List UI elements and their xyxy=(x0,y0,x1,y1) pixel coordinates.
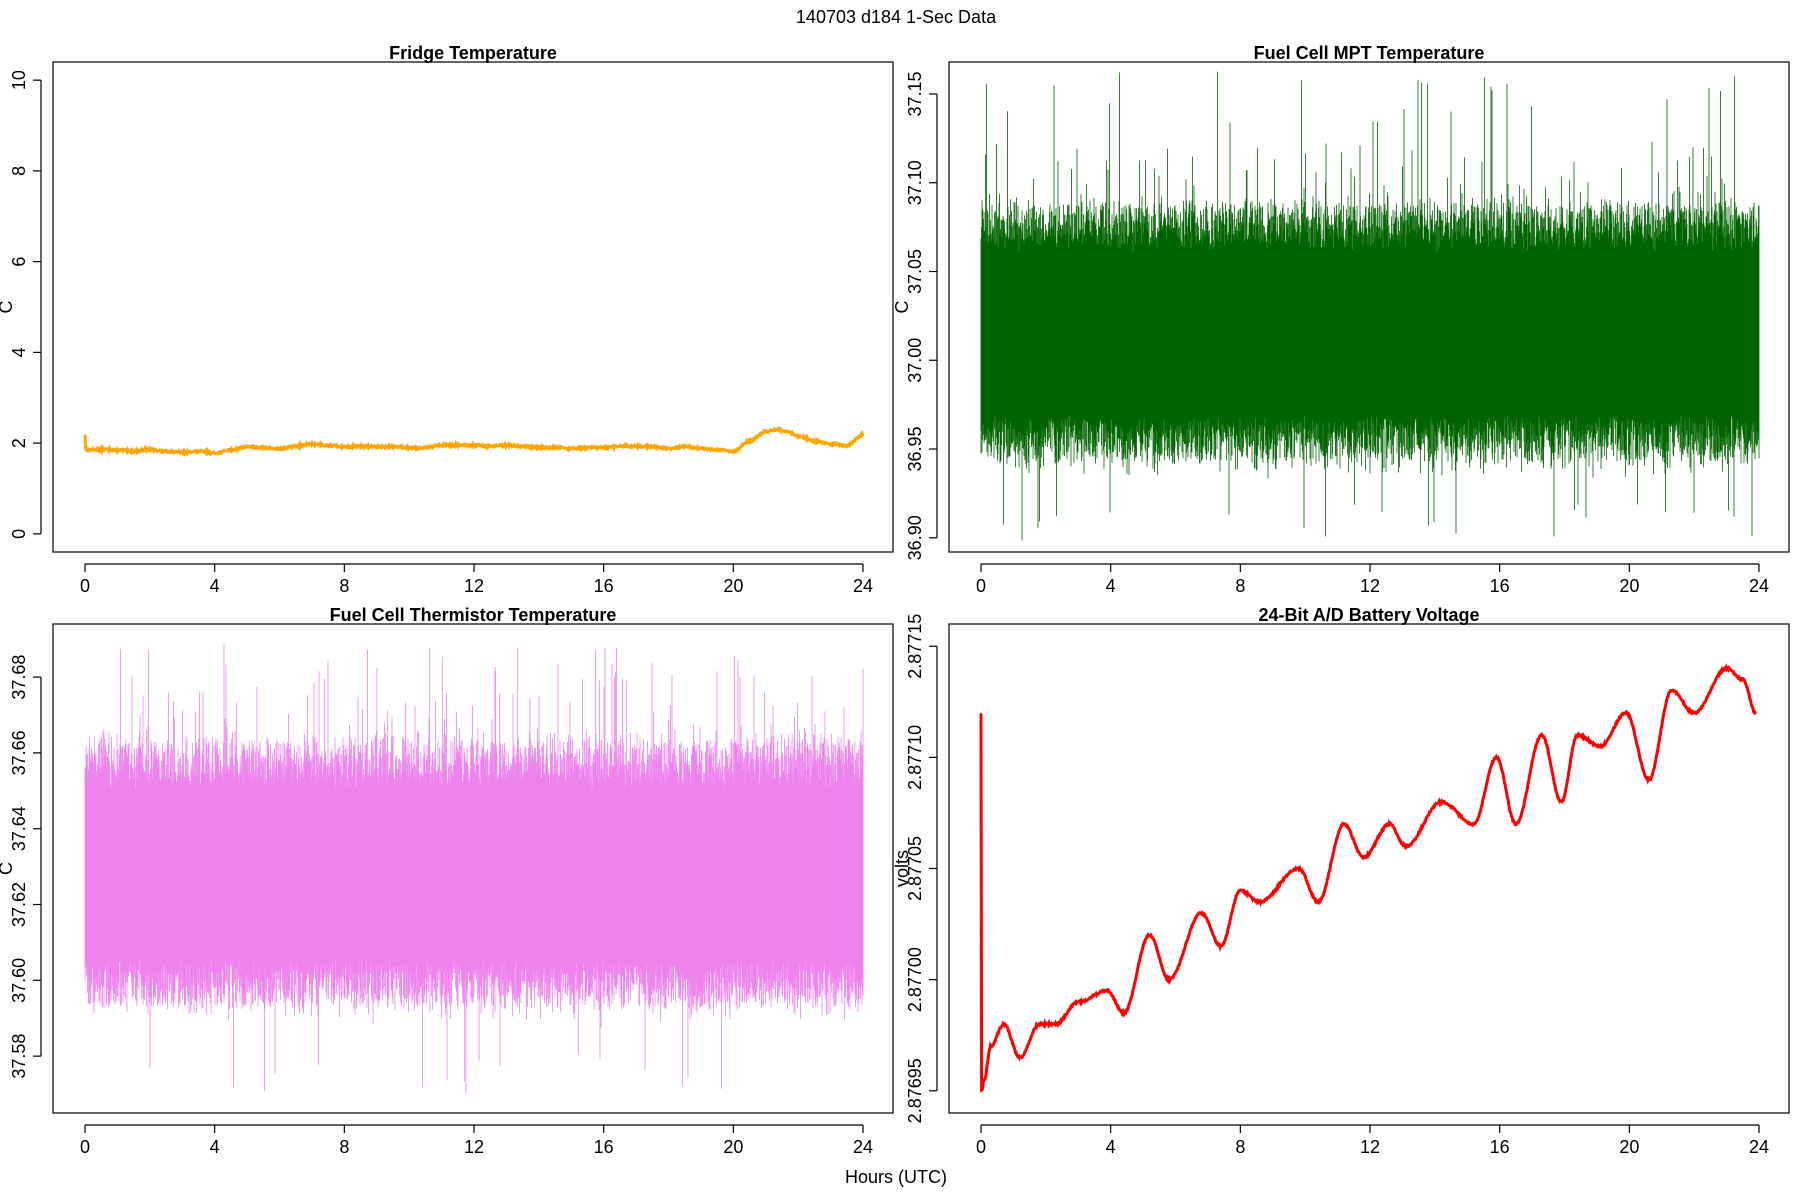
y-tick-label: 37.60 xyxy=(9,958,29,1003)
y-tick-label: 2.87695 xyxy=(905,1058,925,1123)
x-tick-label: 0 xyxy=(80,576,90,596)
x-tick-label: 16 xyxy=(594,576,614,596)
series-line xyxy=(979,663,1758,1093)
x-axis: 0 4 8 12 16 20 24 xyxy=(80,563,873,596)
x-tick-label: 4 xyxy=(210,1137,220,1157)
y-tick-label: 2.87705 xyxy=(905,836,925,901)
y-tick-label: 2.87715 xyxy=(905,614,925,679)
y-tick-label: 4 xyxy=(9,347,29,357)
y-tick-label: 37.64 xyxy=(9,806,29,851)
data-series xyxy=(979,663,1758,1093)
y-tick-label: 10 xyxy=(9,70,29,90)
figure-x-label: Hours (UTC) xyxy=(845,1167,947,1187)
plot-frame xyxy=(948,623,1790,1114)
y-axis: 2.87695 2.87700 2.87705 2.87710 2.87715 xyxy=(905,614,938,1123)
plot-frame xyxy=(52,623,894,1114)
data-series xyxy=(83,425,865,458)
y-tick-label: 37.05 xyxy=(905,249,925,294)
y-tick-label: 37.00 xyxy=(905,338,925,383)
chart-title: Fuel Cell Thermistor Temperature xyxy=(330,605,617,625)
panel-fuel-cell-mpt-temperature: Fuel Cell MPT Temperature C 0 4 8 12 16 20 24 36.… xyxy=(892,43,1790,596)
x-tick-label: 24 xyxy=(853,1137,873,1157)
x-tick-label: 12 xyxy=(1360,576,1380,596)
panel-fridge-temperature: Fridge TemperatureC048121620240246810 xyxy=(0,43,894,596)
y-tick-label: 37.10 xyxy=(905,160,925,205)
y-tick-label: 2.87700 xyxy=(905,947,925,1012)
x-tick-label: 16 xyxy=(1490,1137,1510,1157)
series-core xyxy=(85,796,863,952)
y-tick-label: 37.66 xyxy=(9,730,29,775)
x-tick-label: 12 xyxy=(1360,1137,1380,1157)
y-tick-label: 8 xyxy=(9,166,29,176)
x-tick-label: 20 xyxy=(723,576,743,596)
y-tick-label: 0 xyxy=(9,529,29,539)
data-series xyxy=(84,643,864,1094)
x-tick-label: 4 xyxy=(210,576,220,596)
x-tick-label: 8 xyxy=(339,576,349,596)
chart-title: Fuel Cell MPT Temperature xyxy=(1254,43,1485,63)
x-tick-label: 20 xyxy=(723,1137,743,1157)
y-tick-label: 2.87710 xyxy=(905,725,925,790)
x-tick-label: 0 xyxy=(80,1137,90,1157)
y-tick-label: 37.62 xyxy=(9,882,29,927)
y-tick-label: 37.68 xyxy=(9,655,29,700)
series-line xyxy=(83,425,865,458)
x-tick-label: 24 xyxy=(1749,1137,1769,1157)
panel-battery-voltage: 24-Bit A/D Battery Voltage volts 0 4 8 12 16 20… xyxy=(892,605,1790,1157)
series-core xyxy=(981,259,1759,409)
x-tick-label: 16 xyxy=(1490,576,1510,596)
x-tick-label: 20 xyxy=(1619,1137,1639,1157)
y-tick-label: 36.90 xyxy=(905,515,925,560)
x-tick-label: 8 xyxy=(1235,576,1245,596)
y-axis: 37.58 37.60 37.62 37.64 37.66 37.68 xyxy=(9,655,42,1079)
y-tick-label: 37.15 xyxy=(905,71,925,116)
x-tick-label: 16 xyxy=(594,1137,614,1157)
y-tick-label: 36.95 xyxy=(905,427,925,472)
x-tick-label: 4 xyxy=(1106,576,1116,596)
y-axis-label: C xyxy=(0,862,16,875)
x-tick-label: 8 xyxy=(1235,1137,1245,1157)
x-tick-label: 8 xyxy=(339,1137,349,1157)
y-tick-label: 2 xyxy=(9,438,29,448)
y-tick-label: 6 xyxy=(9,257,29,267)
y-tick-label: 37.58 xyxy=(9,1034,29,1079)
x-tick-label: 20 xyxy=(1619,576,1639,596)
x-axis: 0 4 8 12 16 20 24 xyxy=(976,1124,1769,1157)
x-axis: 0 4 8 12 16 20 24 xyxy=(80,1124,873,1157)
figure-title: 140703 d184 1-Sec Data xyxy=(796,7,997,27)
y-axis: 0 2 4 6 8 10 xyxy=(9,70,42,539)
x-axis: 0 4 8 12 16 20 24 xyxy=(976,563,1769,596)
x-tick-label: 12 xyxy=(464,1137,484,1157)
plot-frame xyxy=(52,61,894,553)
x-tick-label: 0 xyxy=(976,576,986,596)
y-axis: 36.90 36.95 37.00 37.05 37.10 37.15 xyxy=(905,71,938,560)
x-tick-label: 24 xyxy=(1749,576,1769,596)
chart-title: 24-Bit A/D Battery Voltage xyxy=(1258,605,1479,625)
panel-fuel-cell-thermistor-temperature: Fuel Cell Thermistor Temperature C 0 4 8 12 16… xyxy=(0,605,894,1157)
data-series xyxy=(980,71,1760,541)
x-tick-label: 0 xyxy=(976,1137,986,1157)
x-tick-label: 4 xyxy=(1106,1137,1116,1157)
plot-frame xyxy=(948,61,1790,553)
x-tick-label: 12 xyxy=(464,576,484,596)
y-axis-label: C xyxy=(0,301,16,314)
y-axis-label: C xyxy=(892,301,912,314)
chart-title: Fridge Temperature xyxy=(389,43,557,63)
x-tick-label: 24 xyxy=(853,576,873,596)
y-axis-label: volts xyxy=(892,850,912,887)
